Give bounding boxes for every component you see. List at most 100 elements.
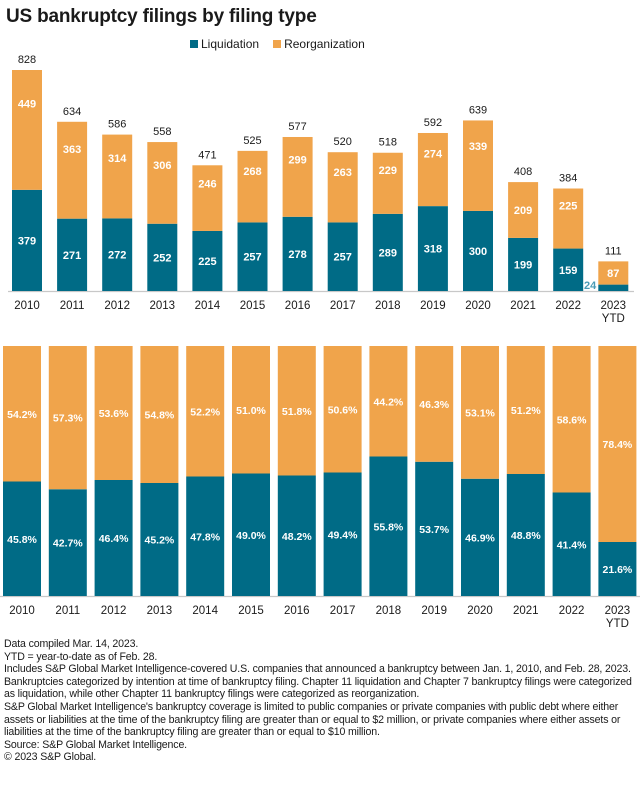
label-liquidation-share: 49.4% [328,529,358,541]
note-ytd: YTD = year-to-date as of Feb. 28. [4,650,158,663]
label-reorganization: 87 [607,268,619,280]
label-total: 577 [288,121,306,133]
bar-reorganization-share-2015 [232,346,270,474]
bar-reorganization-2013 [147,142,178,224]
bar-liquidation-2016 [282,216,313,291]
footnotes: Data compiled Mar. 14, 2023. YTD = year-… [4,638,636,764]
label-reorganization-share: 51.2% [511,405,541,417]
bar-liquidation-2020 [463,210,493,291]
x-tick-label: 2016 [284,605,310,617]
label-reorganization: 263 [334,167,352,179]
label-reorganization-share: 57.3% [53,413,83,425]
x-tick-label: 2018 [375,300,401,312]
x-tick-label: 2017 [330,605,356,617]
bar-reorganization-share-2014 [186,346,225,477]
bar-reorganization-2010 [12,70,42,190]
x-tick-label: 2020 [465,300,491,312]
x-tick-label: YTD [602,313,625,325]
bar-reorganization-2017 [327,152,358,223]
x-tick-label: 2019 [421,605,447,617]
label-total: 828 [18,54,36,66]
label-reorganization: 306 [153,160,171,172]
label-total: 525 [243,135,261,147]
label-reorganization-share: 78.4% [603,439,633,451]
x-tick-label: 2023 [601,300,627,312]
bar-reorganization-2022 [553,188,584,249]
x-tick-label: 2013 [150,300,176,312]
label-liquidation: 257 [334,252,352,264]
label-reorganization: 449 [18,99,36,111]
label-liquidation-share: 53.7% [419,524,449,536]
bar-reorganization-2019 [417,132,448,207]
label-liquidation: 318 [424,244,442,256]
label-reorganization-share: 54.2% [7,409,37,421]
legend: Liquidation Reorganization [190,37,365,51]
label-liquidation: 24 [584,280,597,292]
x-tick-label: 2014 [192,605,218,617]
bar-liquidation-2017 [327,222,358,291]
bar-liquidation-share-2022 [552,492,591,596]
label-liquidation-share: 49.0% [236,530,266,542]
label-liquidation-share: 21.6% [603,564,633,576]
note-source: Source: S&P Global Market Intelligence. [4,738,187,751]
legend-label-liquidation: Liquidation [201,37,260,51]
label-liquidation-share: 45.8% [7,534,37,546]
bar-liquidation-share-2023-YTD [598,542,637,596]
bar-liquidation-2018 [372,213,403,291]
bar-reorganization-share-2017 [323,346,362,473]
label-liquidation-share: 46.9% [465,532,495,544]
bar-reorganization-share-2022 [552,346,591,493]
bar-liquidation-share-2020 [461,478,499,596]
bar-liquidation-share-2019 [415,461,454,596]
bar-reorganization-2014 [192,165,223,231]
x-tick-label: 2014 [195,300,221,312]
label-total: 408 [514,166,532,178]
bar-liquidation-share-2010 [3,481,41,596]
label-reorganization: 339 [469,141,487,153]
bar-reorganization-share-2012 [94,346,133,480]
bar-reorganization-2012 [102,134,133,219]
bar-liquidation-share-2013 [140,483,179,596]
bar-liquidation-2019 [417,206,448,291]
label-reorganization: 246 [198,179,216,191]
label-liquidation: 257 [243,252,261,264]
bar-liquidation-share-2014 [186,476,225,596]
label-liquidation-share: 55.8% [374,521,404,533]
bar-reorganization-share-2023-YTD [598,346,637,542]
label-total: 471 [198,149,216,161]
x-tick-label: 2011 [55,605,80,617]
bar-reorganization-2015 [237,150,268,223]
bar-liquidation-2011 [57,218,88,291]
note-coverage-period: Includes S&P Global Market Intelligence-… [4,663,631,676]
bar-liquidation-2014 [192,230,223,291]
label-liquidation: 272 [108,250,126,262]
bar-reorganization-share-2019 [415,346,454,462]
label-liquidation-share: 48.2% [282,531,312,543]
label-total: 558 [153,126,171,138]
label-reorganization-share: 51.8% [282,406,312,418]
x-tick-label: 2021 [510,300,536,312]
label-reorganization: 229 [379,165,397,177]
bar-liquidation-share-2021 [506,474,545,596]
label-total: 592 [424,117,442,129]
label-reorganization-share: 54.8% [145,410,175,422]
legend-label-reorganization: Reorganization [284,37,365,51]
legend-item-reorganization: Reorganization [273,37,365,51]
chart-title: US bankruptcy filings by filing type [6,6,317,27]
label-reorganization: 299 [288,154,306,166]
x-tick-label: 2012 [104,300,130,312]
label-reorganization-share: 51.0% [236,405,266,417]
bar-reorganization-share-2018 [369,346,408,457]
bar-reorganization-share-2020 [461,346,499,479]
bar-reorganization-2023-YTD [598,261,629,285]
x-tick-label: 2010 [14,300,40,312]
bar-reorganization-share-2021 [506,346,545,474]
bar-liquidation-share-2017 [323,472,362,596]
label-reorganization-share: 53.6% [99,408,129,420]
x-tick-label: 2015 [238,605,264,617]
x-tick-label: 2017 [330,300,356,312]
label-reorganization-share: 44.2% [374,396,404,408]
x-tick-label: 2018 [376,605,402,617]
bar-liquidation-share-2016 [277,475,316,596]
x-tick-label: 2022 [555,300,581,312]
